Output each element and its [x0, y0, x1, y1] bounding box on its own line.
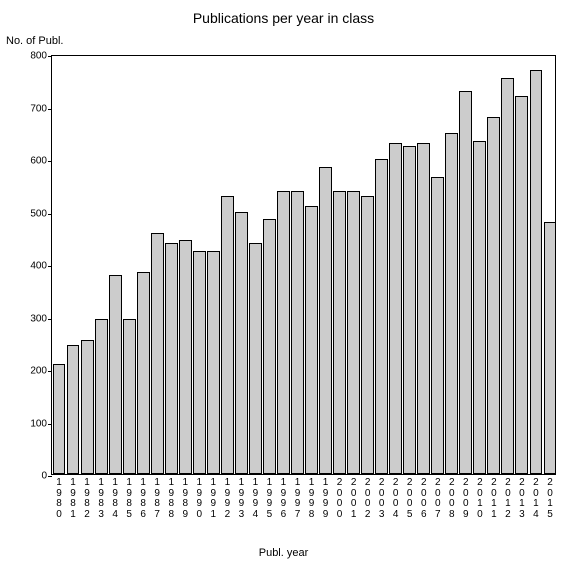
xtick-label: 1 9 9 1	[208, 478, 218, 520]
bar	[165, 243, 178, 474]
xtick-label: 1 9 9 9	[321, 478, 331, 520]
bar	[95, 319, 108, 474]
xtick-label: 1 9 8 0	[54, 478, 64, 520]
xtick-label: 2 0 1 1	[489, 478, 499, 520]
bar	[473, 141, 486, 474]
ytick-mark	[48, 266, 52, 267]
xtick-label: 2 0 0 9	[461, 478, 471, 520]
xtick-label: 1 9 8 1	[68, 478, 78, 520]
xtick-label: 2 0 1 0	[475, 478, 485, 520]
bar	[544, 222, 557, 474]
ytick-label: 400	[30, 261, 47, 272]
bar	[487, 117, 500, 474]
ytick-label: 100	[30, 418, 47, 429]
bar	[403, 146, 416, 474]
xtick-label: 2 0 1 2	[503, 478, 513, 520]
xtick-label: 2 0 0 3	[377, 478, 387, 520]
xtick-label: 1 9 9 3	[236, 478, 246, 520]
chart-title: Publications per year in class	[0, 10, 567, 26]
bar	[445, 133, 458, 474]
xtick-label: 1 9 8 5	[124, 478, 134, 520]
xtick-label: 2 0 0 6	[419, 478, 429, 520]
xtick-label: 1 9 9 5	[264, 478, 274, 520]
bar	[333, 191, 346, 475]
xtick-label: 1 9 8 6	[138, 478, 148, 520]
ytick-mark	[48, 161, 52, 162]
ytick-mark	[48, 319, 52, 320]
bar	[305, 206, 318, 474]
xtick-label: 1 9 8 7	[152, 478, 162, 520]
xtick-label: 2 0 0 2	[363, 478, 373, 520]
xtick-label: 2 0 1 4	[531, 478, 541, 520]
xtick-label: 1 9 9 8	[307, 478, 317, 520]
ytick-mark	[48, 214, 52, 215]
ytick-label: 0	[41, 471, 47, 482]
xtick-label: 2 0 0 7	[433, 478, 443, 520]
ytick-mark	[48, 56, 52, 57]
bar	[137, 272, 150, 474]
ytick-mark	[48, 109, 52, 110]
bar	[277, 191, 290, 475]
bar	[151, 233, 164, 475]
bar	[389, 143, 402, 474]
bar	[235, 212, 248, 475]
bar	[501, 78, 514, 474]
bar	[109, 275, 122, 475]
xtick-label: 1 9 8 2	[82, 478, 92, 520]
xtick-label: 2 0 0 0	[335, 478, 345, 520]
bar	[179, 240, 192, 474]
xtick-label: 1 9 9 0	[194, 478, 204, 520]
bar	[319, 167, 332, 474]
xtick-label: 1 9 9 4	[250, 478, 260, 520]
bar	[221, 196, 234, 474]
x-axis-label: Publ. year	[0, 547, 567, 559]
bar	[207, 251, 220, 474]
xtick-label: 1 9 8 8	[166, 478, 176, 520]
xtick-label: 2 0 1 3	[517, 478, 527, 520]
ytick-label: 500	[30, 208, 47, 219]
xtick-label: 1 9 8 9	[180, 478, 190, 520]
bar	[53, 364, 66, 474]
ytick-mark	[48, 476, 52, 477]
ytick-label: 300	[30, 313, 47, 324]
xtick-label: 1 9 9 6	[278, 478, 288, 520]
ytick-label: 700	[30, 103, 47, 114]
ytick-mark	[48, 371, 52, 372]
bar	[291, 191, 304, 475]
plot-area: 01002003004005006007008001 9 8 01 9 8 11…	[51, 55, 556, 475]
ytick-label: 800	[30, 51, 47, 62]
bar	[459, 91, 472, 474]
y-axis-label: No. of Publ.	[6, 35, 63, 47]
xtick-label: 2 0 0 4	[391, 478, 401, 520]
xtick-label: 2 0 0 8	[447, 478, 457, 520]
ytick-label: 600	[30, 156, 47, 167]
bar	[347, 191, 360, 475]
chart-container: Publications per year in class No. of Pu…	[0, 0, 567, 567]
ytick-mark	[48, 424, 52, 425]
xtick-label: 2 0 0 1	[349, 478, 359, 520]
bar	[263, 219, 276, 474]
bar	[375, 159, 388, 474]
bar	[249, 243, 262, 474]
bar	[530, 70, 543, 474]
ytick-label: 200	[30, 366, 47, 377]
xtick-label: 1 9 9 2	[222, 478, 232, 520]
xtick-label: 2 0 1 5	[545, 478, 555, 520]
bar	[193, 251, 206, 474]
bar	[431, 177, 444, 474]
bar	[123, 319, 136, 474]
bar	[67, 345, 80, 474]
xtick-label: 1 9 9 7	[292, 478, 302, 520]
bar	[417, 143, 430, 474]
xtick-label: 1 9 8 4	[110, 478, 120, 520]
bar	[361, 196, 374, 474]
xtick-label: 1 9 8 3	[96, 478, 106, 520]
bar	[81, 340, 94, 474]
xtick-label: 2 0 0 5	[405, 478, 415, 520]
bar	[515, 96, 528, 474]
